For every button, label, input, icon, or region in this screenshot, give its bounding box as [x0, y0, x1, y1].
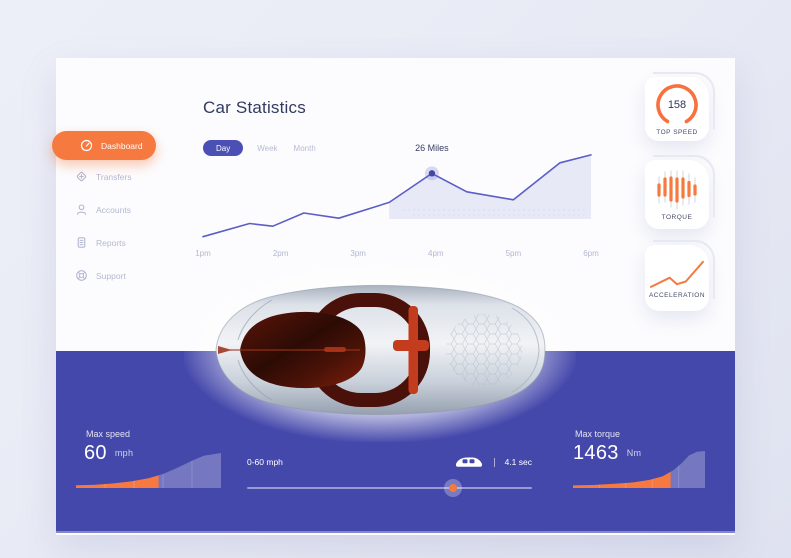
torque-widget: TORQUE	[645, 155, 715, 229]
slider-divider	[493, 457, 495, 467]
max-torque-unit: Nm	[626, 448, 642, 458]
page-title: Car Statistics	[203, 98, 306, 117]
max-torque-value: 1463	[573, 442, 619, 464]
support-icon	[76, 270, 87, 281]
speedometer-icon	[80, 139, 93, 152]
x-axis-tick: 2pm	[272, 249, 289, 258]
slider-time-value: 4.1 sec	[504, 457, 532, 467]
sidebar-item-label: Support	[96, 270, 126, 281]
max-torque-value-row: 1463 Nm	[573, 442, 641, 465]
sidebar-item-support[interactable]: Support	[56, 259, 221, 292]
transfer-icon	[76, 171, 87, 182]
sidebar-item-label: Dashboard	[101, 140, 143, 151]
sidebar-item-accounts[interactable]: Accounts	[56, 193, 221, 226]
user-icon	[76, 204, 87, 215]
car-toggle-icon	[455, 457, 482, 467]
torque-bars-icon	[657, 170, 697, 210]
sidebar-item-transfers[interactable]: Transfers	[56, 160, 221, 193]
max-torque-label: Max torque	[575, 429, 621, 439]
max-speed-label: Max speed	[86, 429, 131, 439]
miles-line-chart-canvas	[202, 154, 592, 238]
sidebar-item-reports[interactable]: Reports	[56, 226, 221, 259]
miles-line-chart: 26 Miles 1pm 2pm 3pm 4pm 5pm 6pm	[195, 143, 599, 267]
x-axis-tick: 5pm	[505, 249, 522, 258]
sidebar-item-label: Transfers	[96, 171, 132, 182]
sidebar-item-label: Accounts	[96, 204, 131, 215]
x-axis-tick: 6pm	[583, 249, 599, 258]
car-illustration	[215, 284, 546, 416]
max-speed-value: 60	[84, 442, 107, 464]
acceleration-slider-group: 0-60 mph 4.1 sec	[247, 351, 532, 511]
main-card: Dashboard Transfers Accounts	[52, 58, 735, 535]
gauge-arc-icon	[656, 83, 698, 126]
max-speed-unit: mph	[114, 448, 134, 458]
acceleration-label: ACCELERATION	[648, 291, 706, 299]
sidebar-item-label: Reports	[96, 237, 126, 248]
max-speed-value-row: 60 mph	[84, 442, 133, 465]
slider-track[interactable]	[247, 479, 532, 497]
slider-range-label: 0-60 mph	[247, 457, 283, 467]
top-speed-label: TOP SPEED	[656, 128, 698, 136]
acceleration-line-icon	[650, 260, 704, 288]
x-axis-tick: 1pm	[195, 249, 211, 258]
x-axis-tick: 4pm	[428, 249, 444, 258]
max-speed-area-chart	[76, 453, 221, 488]
acceleration-widget: ACCELERATION	[645, 240, 715, 311]
top-speed-gauge: 158	[655, 83, 699, 127]
tab-month[interactable]: Month	[293, 143, 316, 153]
period-tabs: Day Week Month	[203, 140, 332, 156]
torque-label: TORQUE	[661, 214, 693, 221]
report-icon	[77, 237, 86, 248]
chart-annotation: 26 Miles	[415, 143, 449, 153]
slider-labels: 0-60 mph 4.1 sec	[247, 455, 532, 469]
sidebar: Dashboard Transfers Accounts	[52, 131, 221, 292]
max-torque-area-chart	[573, 451, 705, 488]
tab-day[interactable]: Day	[203, 140, 244, 156]
tab-week[interactable]: Week	[257, 143, 278, 153]
top-speed-value: 158	[667, 98, 687, 111]
top-speed-widget: 158 TOP SPEED	[645, 72, 715, 141]
x-axis-tick: 3pm	[350, 249, 366, 258]
sidebar-item-dashboard[interactable]: Dashboard	[52, 131, 156, 160]
